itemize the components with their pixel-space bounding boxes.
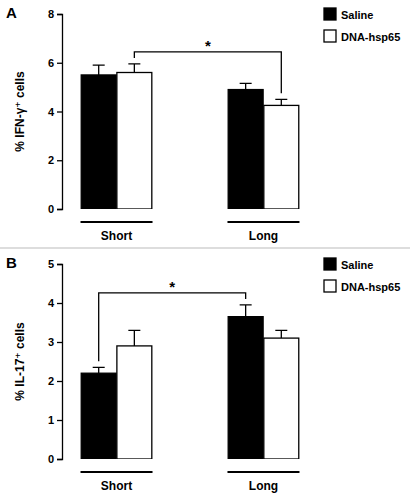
panel: A 0 2 4 6 8 % IFN-γ⁺ cells Short Long Saline DNA-h… [6, 4, 400, 243]
bar [264, 105, 299, 209]
error-bar [128, 64, 140, 73]
y-tick-mark [57, 420, 62, 421]
error-bar [275, 99, 287, 105]
y-tick-label: 6 [48, 57, 54, 69]
legend: Saline DNA-hsp65 [324, 8, 400, 43]
y-tick-label: 1 [48, 414, 54, 426]
series [81, 65, 263, 209]
y-tick-mark [57, 209, 62, 210]
panel: B 0 1 2 3 4 5 % IL-17⁺ cells Short Long Saline DNA-… [6, 254, 400, 493]
significance-bracket [134, 52, 281, 93]
bar [228, 317, 263, 459]
y-tick: 3 [48, 336, 62, 348]
legend-label: Saline [341, 259, 373, 271]
category-underline [81, 471, 153, 473]
category-label: Long [249, 229, 278, 243]
bar [117, 73, 152, 210]
category-underline [227, 471, 299, 473]
error-bar [240, 305, 252, 317]
legend-label: DNA-hsp65 [341, 281, 400, 293]
legend-label: DNA-hsp65 [341, 31, 400, 43]
y-axis: 0 2 4 6 8 [48, 8, 63, 215]
y-tick: 2 [48, 154, 62, 166]
y-tick-label: 5 [48, 258, 54, 270]
y-tick: 5 [48, 258, 62, 270]
y-axis-line [57, 15, 63, 210]
plot-area [81, 64, 299, 209]
bar [81, 75, 116, 209]
legend-swatch [324, 258, 336, 270]
plot-area [81, 305, 299, 459]
y-tick-mark [57, 303, 62, 304]
legend-label: Saline [341, 9, 373, 21]
y-tick-mark [57, 14, 62, 15]
y-tick-label: 0 [48, 453, 54, 465]
bar [228, 90, 263, 209]
series [117, 330, 299, 459]
significance-label: * [205, 37, 211, 54]
y-tick-label: 4 [48, 297, 55, 309]
y-tick: 4 [48, 297, 62, 309]
figure: A 0 2 4 6 8 % IFN-γ⁺ cells Short Long Saline DNA-h… [0, 0, 410, 500]
y-tick-label: 0 [48, 203, 54, 215]
error-bar [240, 83, 252, 89]
y-tick-mark [57, 264, 62, 265]
y-tick-mark [57, 459, 62, 460]
panel-separator [0, 248, 410, 249]
error-bar [275, 330, 287, 338]
panel-label: B [6, 254, 17, 271]
y-axis: 0 1 2 3 4 5 [48, 258, 63, 465]
y-tick: 0 [48, 203, 62, 215]
category-label: Short [101, 229, 132, 243]
y-tick: 6 [48, 57, 62, 69]
y-tick-label: 8 [48, 8, 54, 20]
y-axis-title: % IFN-γ⁺ cells [13, 71, 27, 152]
y-tick: 1 [48, 414, 62, 426]
y-tick: 8 [48, 8, 62, 20]
y-tick-label: 3 [48, 336, 54, 348]
y-tick-mark [57, 111, 62, 112]
series [81, 305, 263, 459]
legend-swatch [324, 30, 336, 42]
series [117, 64, 299, 209]
y-axis-title: % IL-17⁺ cells [13, 322, 27, 401]
category-label: Long [249, 479, 278, 493]
bar [264, 338, 299, 459]
error-bar [128, 330, 140, 346]
y-tick-mark [57, 342, 62, 343]
y-tick-label: 2 [48, 154, 54, 166]
y-axis-line [57, 265, 63, 460]
y-tick-mark [57, 381, 62, 382]
category-label: Short [101, 479, 132, 493]
panel-label: A [6, 4, 17, 21]
bar [81, 373, 116, 459]
error-bar [93, 65, 105, 75]
significance-label: * [169, 278, 175, 295]
y-tick-mark [57, 63, 62, 64]
legend-swatch [324, 8, 336, 20]
y-tick: 0 [48, 453, 62, 465]
y-tick-label: 4 [48, 106, 55, 118]
legend: Saline DNA-hsp65 [324, 258, 400, 293]
bar [117, 346, 152, 459]
y-tick-label: 2 [48, 375, 54, 387]
significance-bracket [99, 293, 246, 361]
y-tick-mark [57, 160, 62, 161]
category-underline [81, 221, 153, 223]
error-bar [93, 367, 105, 373]
category-underline [227, 221, 299, 223]
y-tick: 4 [48, 106, 62, 118]
y-tick: 2 [48, 375, 62, 387]
legend-swatch [324, 280, 336, 292]
